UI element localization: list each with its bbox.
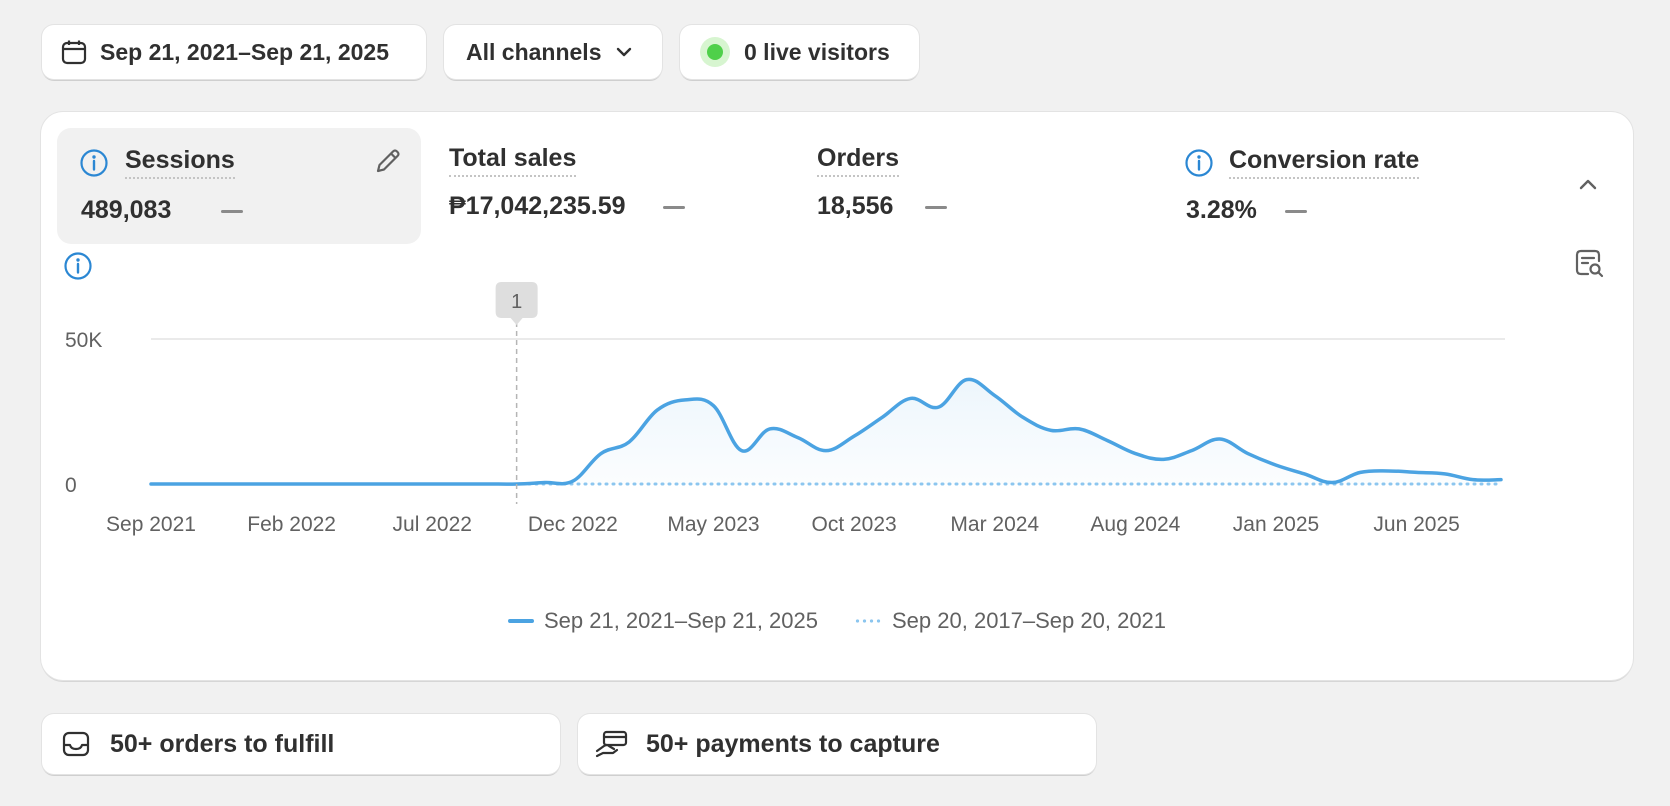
- x-tick-label: May 2023: [667, 513, 759, 536]
- series-area: [151, 379, 1501, 485]
- analytics-card: Sessions 489,083 Total sales ₱17,042,235…: [41, 112, 1633, 680]
- x-tick-label: Oct 2023: [812, 513, 897, 536]
- x-tick-label: Sep 2021: [106, 513, 196, 536]
- sessions-chart: 1 50K 0 Sep 2021 Feb 2022 Jul 2022 Dec 2022 Ma…: [65, 282, 1505, 536]
- legend-swatch-dotted: [854, 619, 882, 623]
- info-icon[interactable]: [79, 148, 109, 178]
- annotation-label: 1: [511, 291, 522, 313]
- metric-title: Total sales: [449, 144, 577, 177]
- x-tick-label: Feb 2022: [247, 513, 336, 536]
- date-range-button[interactable]: Sep 21, 2021–Sep 21, 2025: [42, 25, 426, 79]
- metric-title: Conversion rate: [1229, 146, 1420, 179]
- legend-label: Sep 20, 2017–Sep 20, 2021: [892, 608, 1167, 633]
- orders-to-fulfill-button[interactable]: 50+ orders to fulfill: [42, 714, 560, 774]
- change-dash: [663, 206, 685, 209]
- explore-report-icon[interactable]: [1573, 248, 1605, 280]
- series-line-current: [149, 377, 1503, 486]
- live-status-icon: [700, 37, 730, 67]
- chevron-down-icon: [613, 41, 635, 63]
- y-tick-label: 0: [65, 474, 77, 497]
- metric-value: 18,556: [817, 192, 894, 220]
- metric-sessions[interactable]: Sessions 489,083: [57, 128, 421, 244]
- change-dash: [1285, 210, 1307, 213]
- legend-item-comparison[interactable]: Sep 20, 2017–Sep 20, 2021: [854, 608, 1166, 634]
- metric-value: ₱17,042,235.59: [449, 192, 626, 220]
- metric-title: Orders: [817, 144, 899, 177]
- channels-dropdown[interactable]: All channels: [444, 25, 662, 79]
- pencil-icon[interactable]: [373, 146, 403, 176]
- inbox-icon: [58, 726, 94, 762]
- change-dash: [221, 210, 243, 213]
- x-tick-label: Mar 2024: [950, 513, 1039, 536]
- legend-item-current[interactable]: Sep 21, 2021–Sep 21, 2025: [507, 608, 818, 634]
- metric-conversion-rate[interactable]: Conversion rate 3.28%: [1159, 128, 1539, 244]
- metric-title: Sessions: [125, 146, 235, 179]
- chart-info-icon[interactable]: [63, 251, 93, 281]
- change-dash: [925, 206, 947, 209]
- chevron-up-icon[interactable]: [1575, 172, 1601, 198]
- x-tick-label: Dec 2022: [528, 513, 618, 536]
- live-visitors-label: 0 live visitors: [744, 38, 890, 65]
- metric-total-sales[interactable]: Total sales ₱17,042,235.59: [427, 128, 767, 244]
- x-tick-label: Aug 2024: [1090, 513, 1180, 536]
- legend-label: Sep 21, 2021–Sep 21, 2025: [543, 608, 818, 633]
- calendar-icon: [60, 38, 88, 66]
- payment-hand-icon: [594, 726, 630, 762]
- live-visitors-button[interactable]: 0 live visitors: [680, 25, 919, 79]
- metric-value: 489,083: [81, 196, 172, 224]
- x-tick-label: Jun 2025: [1373, 513, 1459, 536]
- payments-to-capture-label: 50+ payments to capture: [646, 729, 940, 758]
- annotation-marker[interactable]: [495, 282, 538, 325]
- orders-to-fulfill-label: 50+ orders to fulfill: [110, 729, 335, 758]
- y-tick-label: 50K: [65, 329, 102, 352]
- metric-value: 3.28%: [1186, 196, 1257, 224]
- payments-to-capture-button[interactable]: 50+ payments to capture: [578, 714, 1096, 774]
- info-icon[interactable]: [1184, 148, 1214, 178]
- legend-swatch-solid: [507, 619, 534, 623]
- metric-orders[interactable]: Orders 18,556: [793, 128, 1133, 244]
- x-tick-label: Jul 2022: [393, 513, 472, 536]
- chart-legend: Sep 21, 2021–Sep 21, 2025 Sep 20, 2017–S…: [41, 608, 1633, 634]
- channels-label: All channels: [466, 38, 602, 65]
- x-tick-label: Jan 2025: [1233, 513, 1319, 536]
- date-range-label: Sep 21, 2021–Sep 21, 2025: [100, 38, 389, 65]
